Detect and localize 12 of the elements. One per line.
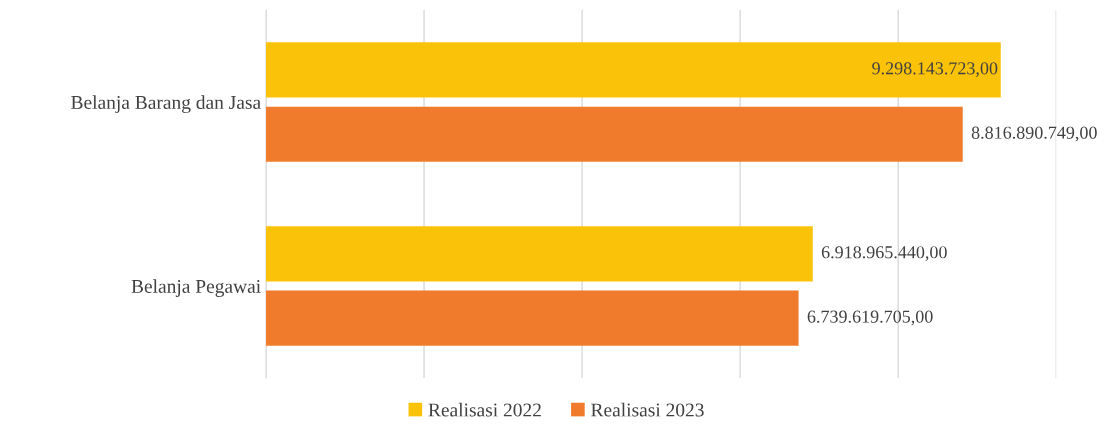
- y-tick-label: Belanja Barang dan Jasa: [71, 95, 261, 113]
- data-label: 8.816.890.749,00: [971, 126, 1097, 142]
- bar: [266, 226, 813, 282]
- y-tick-label: Belanja Pegawai: [131, 279, 261, 297]
- bar: [266, 42, 1001, 98]
- data-label: 6.739.619.705,00: [807, 310, 933, 326]
- data-label: 9.298.143.723,00: [872, 62, 998, 77]
- legend-label: Realisasi 2022: [428, 402, 541, 417]
- bar: [266, 290, 799, 346]
- data-label: 6.918.965.440,00: [821, 246, 947, 261]
- bar: [266, 106, 963, 162]
- legend-label: Realisasi 2023: [591, 402, 704, 417]
